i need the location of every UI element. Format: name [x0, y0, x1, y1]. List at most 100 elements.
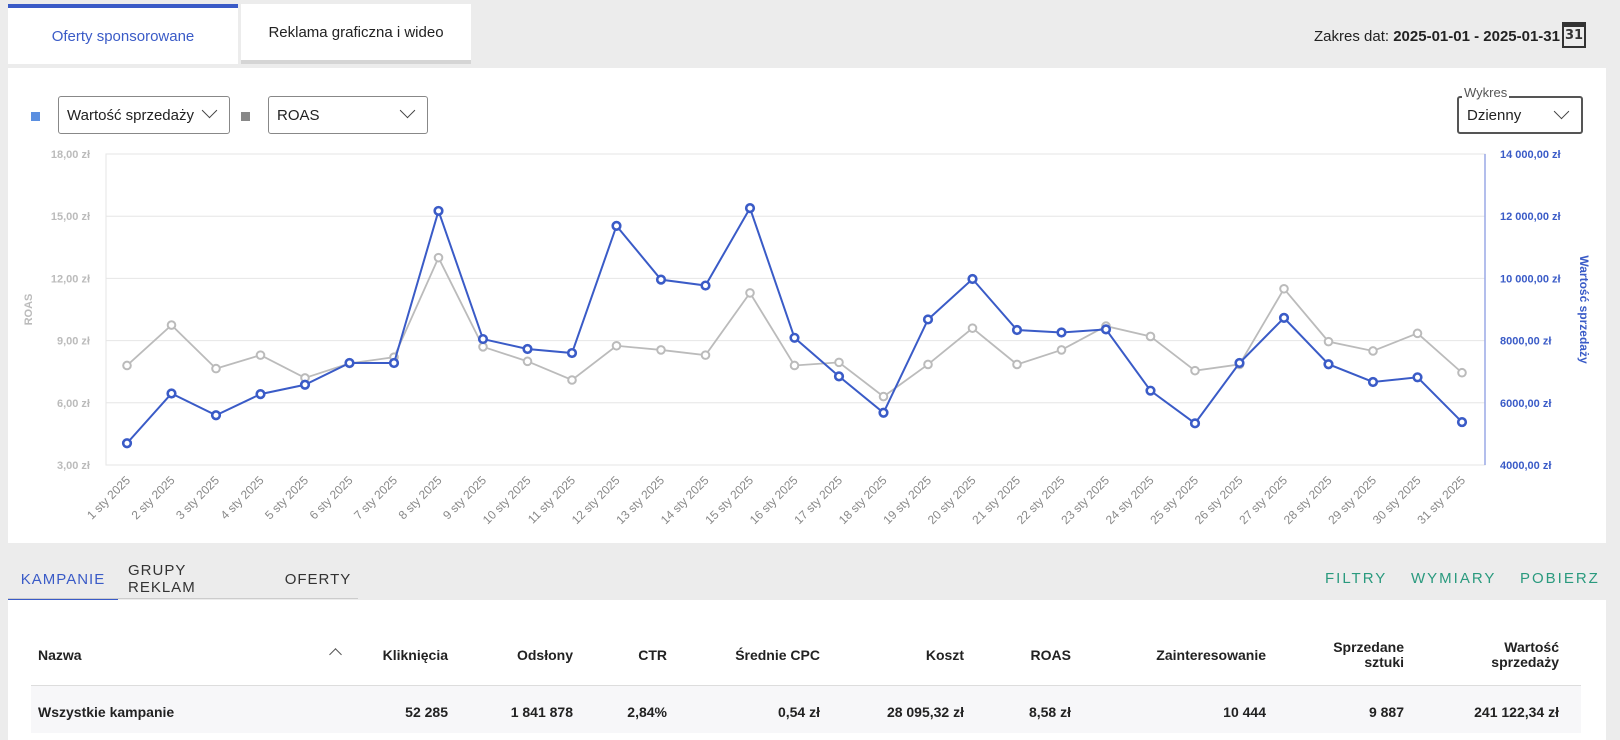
- row-impressions: 1 841 878: [510, 704, 573, 720]
- product-tabs: Oferty sponsorowane Reklama graficzna i …: [0, 0, 1620, 68]
- secondary-series-marker: [241, 112, 250, 121]
- line-chart: 3,00 zł 4000,00 zł 6,00 zł 6000,00 zł 9,00 z…: [23, 149, 1591, 527]
- data-point-roas: [745, 288, 755, 298]
- subtabs-divider: [8, 598, 358, 599]
- data-point-roas: [1457, 367, 1467, 378]
- secondary-metric-select[interactable]: ROAS: [268, 96, 428, 134]
- col-cost[interactable]: Koszt: [925, 647, 964, 663]
- primary-series-marker: [31, 112, 40, 121]
- primary-metric-select[interactable]: Wartość sprzedaży: [58, 96, 230, 134]
- col-units-sold-line2: sztuki: [1364, 654, 1404, 670]
- data-point-roas: [967, 323, 978, 333]
- data-point-sales-value: [1100, 324, 1112, 335]
- data-point-roas: [567, 375, 577, 385]
- x-tick-label: 5 sty 2025: [262, 473, 311, 522]
- data-point-roas: [1145, 331, 1156, 342]
- data-point-sales-value: [433, 205, 444, 217]
- x-tick-label: 7 sty 2025: [351, 473, 400, 522]
- data-point-roas: [478, 342, 488, 352]
- data-point-sales-value: [744, 203, 756, 214]
- data-point-roas: [433, 252, 444, 263]
- data-point-roas: [1190, 365, 1200, 376]
- data-point-roas: [1279, 283, 1289, 294]
- data-point-sales-value: [833, 371, 845, 382]
- download-button[interactable]: POBIERZ: [1520, 570, 1600, 587]
- data-point-sales-value: [1367, 376, 1379, 388]
- data-point-sales-value: [210, 410, 222, 421]
- x-tick-label: 1 sty 2025: [84, 473, 133, 522]
- subtab-campaigns[interactable]: KAMPANIE: [8, 560, 118, 600]
- data-point-sales-value: [1234, 357, 1245, 369]
- col-sales-value-line2: sprzedaży: [1491, 654, 1559, 670]
- row-units-sold: 9 887: [1368, 704, 1404, 720]
- x-tick-label: 31 sty 2025: [1414, 473, 1468, 527]
- date-range-value: 2025-01-01 - 2025-01-31: [1393, 28, 1560, 45]
- data-point-roas: [878, 391, 889, 402]
- data-point-roas: [700, 350, 711, 360]
- left-tick-label: 6,00 zł: [57, 398, 90, 410]
- subtab-ad-groups[interactable]: GRUPY REKLAM: [128, 562, 196, 596]
- col-units-sold[interactable]: Sprzedane sztuki: [1333, 640, 1404, 670]
- data-point-roas: [211, 363, 221, 374]
- plot-frame: [105, 153, 1486, 466]
- secondary-metric-value: ROAS: [277, 106, 320, 124]
- chart-period-select[interactable]: Dzienny: [1457, 96, 1583, 134]
- data-point-sales-value: [388, 357, 400, 369]
- data-point-roas: [1323, 336, 1334, 347]
- data-point-sales-value: [1189, 418, 1201, 429]
- right-tick-label: 10 000,00 zł: [1500, 273, 1561, 285]
- col-ctr[interactable]: CTR: [638, 647, 667, 663]
- left-tick-label: 9,00 zł: [57, 336, 90, 348]
- x-tick-label: 10 sty 2025: [480, 473, 534, 527]
- col-clicks[interactable]: Kliknięcia: [382, 647, 448, 663]
- right-tick-label: 4000,00 zł: [1500, 460, 1551, 472]
- data-point-sales-value: [344, 357, 355, 369]
- col-impressions[interactable]: Odsłony: [516, 647, 573, 663]
- table-row[interactable]: [31, 686, 1581, 733]
- date-range[interactable]: Zakres dat: 2025-01-01 - 2025-01-31: [1314, 28, 1560, 45]
- primary-metric-value: Wartość sprzedaży: [67, 106, 194, 124]
- data-point-roas: [166, 320, 177, 330]
- x-tick-label: 2 sty 2025: [129, 473, 178, 522]
- col-sales-value[interactable]: Wartość sprzedaży: [1491, 640, 1559, 670]
- data-point-sales-value: [611, 220, 622, 231]
- dimensions-button[interactable]: WYMIARY: [1411, 570, 1497, 587]
- subtab-offers[interactable]: OFERTY: [284, 570, 352, 588]
- data-point-sales-value: [166, 388, 177, 399]
- right-tick-label: 6000,00 zł: [1500, 398, 1551, 410]
- row-cost: 28 095,32 zł: [886, 704, 964, 720]
- data-point-sales-value: [255, 388, 266, 400]
- data-point-sales-value: [700, 280, 711, 291]
- left-tick-label: 15,00 zł: [51, 211, 90, 223]
- col-name[interactable]: Nazwa: [38, 647, 82, 663]
- data-point-roas: [834, 357, 844, 368]
- data-point-roas: [1012, 359, 1022, 370]
- data-point-sales-value: [967, 273, 978, 285]
- data-point-roas: [1412, 328, 1423, 339]
- data-point-sales-value: [1456, 416, 1468, 428]
- data-point-roas: [1056, 345, 1067, 355]
- calendar-icon[interactable]: 31: [1562, 22, 1586, 48]
- data-point-roas: [789, 360, 800, 371]
- tab-sponsored-offers[interactable]: Oferty sponsorowane: [8, 4, 238, 64]
- row-name: Wszystkie kampanie: [38, 704, 175, 720]
- col-interest[interactable]: Zainteresowanie: [1156, 647, 1266, 663]
- col-sales-value-line1: Wartość: [1504, 639, 1559, 655]
- data-point-sales-value: [1056, 327, 1067, 338]
- x-tick-label: 6 sty 2025: [307, 473, 356, 522]
- chart-panel: Wartość sprzedaży ROAS Dzienny Wykres 3,…: [8, 68, 1606, 543]
- data-point-sales-value: [1278, 312, 1290, 323]
- row-roas: 8,58 zł: [1028, 704, 1071, 720]
- tab-display-video[interactable]: Reklama graficzna i wideo: [241, 4, 471, 64]
- filters-button[interactable]: FILTRY: [1325, 570, 1388, 587]
- data-point-sales-value: [477, 333, 489, 345]
- col-avg-cpc[interactable]: Średnie CPC: [735, 647, 820, 663]
- data-point-sales-value: [1145, 385, 1156, 396]
- col-roas[interactable]: ROAS: [1030, 647, 1071, 663]
- data-point-roas: [656, 345, 666, 355]
- data-point-roas: [522, 356, 533, 367]
- left-axis-label: ROAS: [23, 294, 35, 326]
- right-tick-label: 12 000,00 zł: [1500, 211, 1561, 223]
- row-interest: 10 444: [1223, 704, 1266, 720]
- data-point-roas: [611, 340, 622, 351]
